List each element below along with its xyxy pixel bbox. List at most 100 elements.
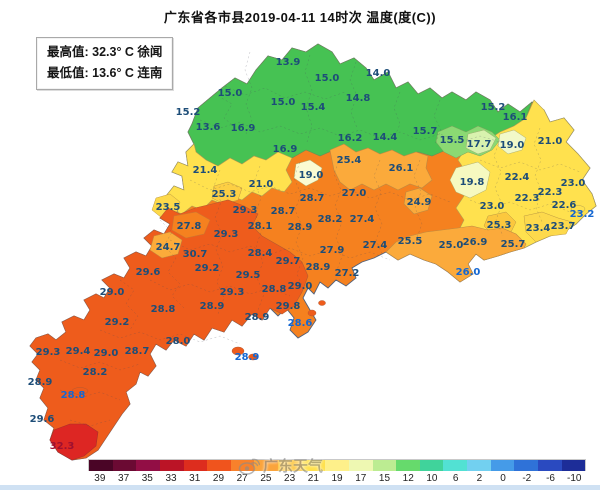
legend-tick: 37 bbox=[118, 473, 130, 484]
temp-label: 28.9 bbox=[28, 377, 53, 388]
border-line bbox=[333, 157, 344, 271]
temp-label: 29.3 bbox=[214, 229, 239, 240]
legend-segment bbox=[419, 460, 444, 471]
temp-label: 23.0 bbox=[480, 201, 505, 212]
bottom-strip bbox=[0, 485, 600, 490]
region-amber-247 bbox=[149, 231, 183, 259]
temp-label: 28.7 bbox=[271, 206, 296, 217]
legend-segment bbox=[183, 460, 208, 471]
region-orange-278 bbox=[171, 211, 211, 239]
temp-label: 15.7 bbox=[413, 126, 438, 137]
temp-label: 30.7 bbox=[183, 249, 208, 260]
temp-label: 29.0 bbox=[100, 287, 125, 298]
temp-label: 29.3 bbox=[220, 287, 245, 298]
temp-label: 29.7 bbox=[276, 256, 301, 267]
border-line bbox=[59, 359, 141, 371]
legend-segment bbox=[396, 460, 420, 471]
temp-label: 23.7 bbox=[551, 221, 576, 232]
temp-label: 19.8 bbox=[460, 177, 485, 188]
temp-label: 15.2 bbox=[481, 102, 506, 113]
island-shangchuan bbox=[231, 346, 245, 356]
temp-label: 29.0 bbox=[288, 281, 313, 292]
border-line bbox=[169, 239, 391, 261]
temp-label: 29.0 bbox=[94, 348, 119, 359]
region-west-yellow bbox=[159, 143, 293, 219]
border-line bbox=[293, 161, 305, 291]
temp-label: 28.2 bbox=[318, 214, 343, 225]
temp-label: 13.9 bbox=[276, 57, 301, 68]
temp-label: 28.6 bbox=[288, 318, 313, 329]
temp-label: 29.8 bbox=[276, 301, 301, 312]
temp-label: 27.0 bbox=[342, 188, 367, 199]
legend-tick: 0 bbox=[500, 473, 506, 484]
border-line bbox=[349, 61, 358, 129]
region-deepyellow-234e bbox=[523, 211, 573, 243]
temp-label: 25.7 bbox=[501, 239, 526, 250]
border-line bbox=[199, 119, 501, 143]
region-pale-190ne bbox=[497, 129, 527, 155]
temp-label: 16.9 bbox=[273, 144, 298, 155]
region-deep-orange-west bbox=[29, 199, 309, 461]
legend-tick: 35 bbox=[141, 473, 153, 484]
legend-tick: 6 bbox=[452, 473, 459, 484]
legend-segment bbox=[136, 460, 160, 471]
temp-label: 22.6 bbox=[552, 200, 577, 211]
map-title: 广东省各市县2019-04-11 14时次 温度(度(C)) bbox=[163, 10, 437, 25]
legend-segment bbox=[490, 460, 515, 471]
temp-label: 29.2 bbox=[195, 263, 220, 274]
temp-label: 28.7 bbox=[300, 193, 325, 204]
temp-label: 27.2 bbox=[335, 268, 360, 279]
temp-label: 29.6 bbox=[136, 267, 161, 278]
border-line bbox=[373, 159, 384, 257]
temp-label: 17.7 bbox=[467, 139, 492, 150]
temp-label: 28.0 bbox=[166, 336, 191, 347]
temp-label: 14.4 bbox=[373, 132, 398, 143]
temp-label: 28.9 bbox=[235, 352, 260, 363]
region-amber-249 bbox=[403, 187, 433, 215]
temp-label: 14.8 bbox=[346, 93, 371, 104]
temp-label: 14.0 bbox=[366, 68, 391, 79]
region-cream-177 bbox=[465, 129, 497, 155]
island-donghai bbox=[71, 387, 89, 395]
temp-label: 15.0 bbox=[271, 97, 296, 108]
temp-label: 28.4 bbox=[248, 248, 273, 259]
region-pale-198 bbox=[449, 161, 491, 199]
extremes-box: 最高值: 32.3° C 徐闻 最低值: 13.6° C 连南 bbox=[36, 37, 174, 90]
legend-segment bbox=[348, 460, 373, 471]
legend-tick: 12 bbox=[402, 473, 414, 484]
legend-segment bbox=[372, 460, 397, 471]
island-estuary-1 bbox=[307, 309, 317, 317]
temp-label: 25.5 bbox=[398, 236, 423, 247]
temp-label: 29.4 bbox=[66, 346, 91, 357]
legend-segment bbox=[159, 460, 184, 471]
temp-label: 28.8 bbox=[262, 284, 287, 295]
temp-label: 28.9 bbox=[306, 262, 331, 273]
border-line bbox=[59, 389, 121, 401]
temp-label: 26.9 bbox=[463, 237, 488, 248]
temp-label: 19.0 bbox=[500, 140, 525, 151]
border-line bbox=[413, 159, 423, 241]
temp-label: 15.0 bbox=[315, 73, 340, 84]
temp-label: 15.4 bbox=[301, 102, 326, 113]
temp-label: 28.8 bbox=[151, 304, 176, 315]
legend-segment bbox=[514, 460, 538, 471]
legend-segment bbox=[112, 460, 137, 471]
temp-label: 28.9 bbox=[200, 301, 225, 312]
temp-label: 25.0 bbox=[439, 240, 464, 251]
legend-ticks: 39 37 35 33 31 29 27 25 23 21 19 17 15 12 10 6 2 0 -2 -6 -10 bbox=[88, 473, 586, 484]
temp-label: 15.5 bbox=[440, 135, 465, 146]
legend-segment bbox=[89, 460, 113, 471]
region-red-tip bbox=[49, 423, 99, 461]
temp-label: 22.3 bbox=[538, 187, 563, 198]
legend-tick: 19 bbox=[331, 473, 343, 484]
temperature-labels: 13.9 15.0 14.0 15.0 15.0 15.4 14.8 15.2 13.6 16.9… bbox=[28, 57, 595, 452]
border-line bbox=[493, 139, 504, 237]
border-line bbox=[159, 219, 185, 309]
temp-label: 19.0 bbox=[299, 170, 324, 181]
legend-segment bbox=[230, 460, 255, 471]
temp-label: 23.4 bbox=[526, 223, 551, 234]
temp-label: 27.8 bbox=[177, 221, 202, 232]
legend-tick: 23 bbox=[284, 473, 296, 484]
temp-label: 29.3 bbox=[36, 347, 61, 358]
